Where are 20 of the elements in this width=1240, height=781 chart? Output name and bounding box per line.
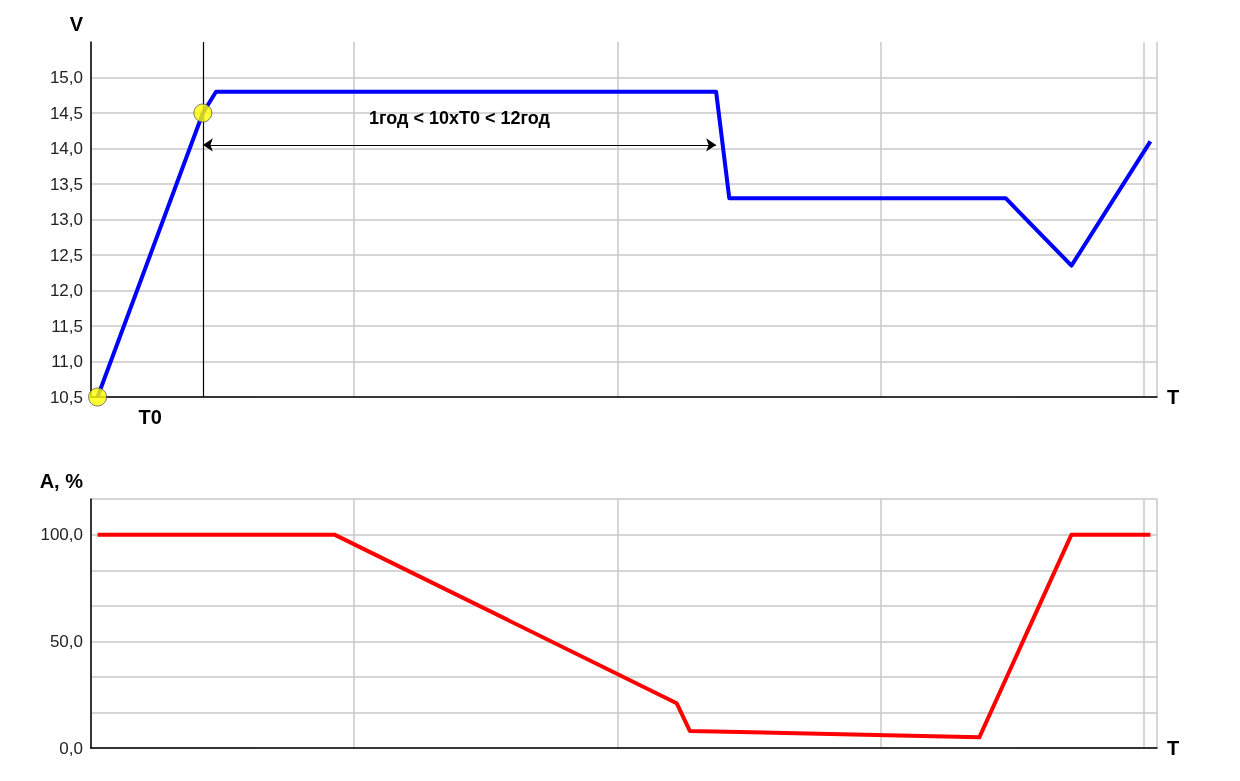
- y-tick-label: 14,0: [49, 139, 83, 158]
- y-tick-label: 10,5: [49, 387, 83, 407]
- x-axis-title: T: [1167, 737, 1180, 759]
- y-tick-label: 11,5: [51, 316, 83, 336]
- y-tick-label: 12,0: [49, 281, 83, 300]
- y-tick-label: 13,5: [49, 174, 83, 194]
- y-tick-label: 13,0: [49, 210, 83, 229]
- y-tick-label: 15,0: [49, 68, 83, 87]
- y-tick-label: 12,5: [49, 245, 83, 265]
- annotation: 1год < 10xT0 < 12год: [369, 107, 551, 128]
- y-tick-label: 14,5: [49, 103, 83, 123]
- y-tick-label: 50,0: [49, 631, 83, 651]
- x-axis-title: T: [1167, 386, 1180, 408]
- y-axis-title: A, %: [39, 470, 84, 492]
- y-tick-label: 0,0: [59, 738, 83, 758]
- y-axis-title: V: [69, 13, 84, 35]
- text: T0: [138, 406, 162, 428]
- y-tick-label: 11,0: [51, 352, 83, 371]
- line-series: [95, 532, 1153, 740]
- y-tick-label: 100,0: [40, 525, 83, 545]
